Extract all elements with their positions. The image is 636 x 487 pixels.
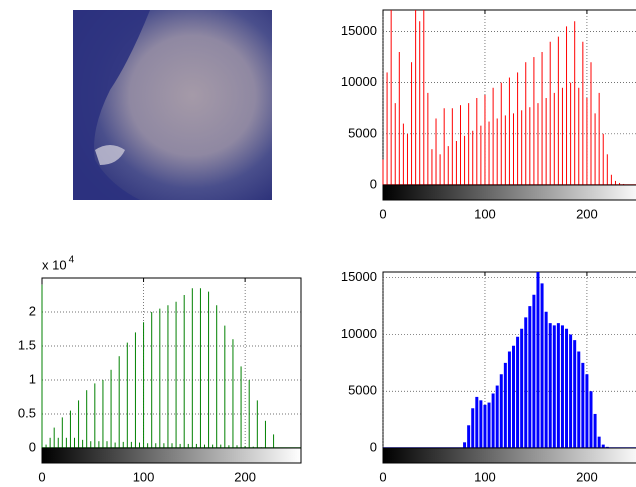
colorbar: [42, 448, 301, 463]
y-tick-label: 15000: [341, 23, 377, 38]
x-tick-label: 200: [234, 469, 256, 484]
x-tick-label: 100: [474, 469, 496, 484]
colorbar: [383, 448, 636, 463]
y-tick-label: 5000: [348, 125, 377, 140]
histogram-panel: 0 5000 10000 15000 0 100 200: [341, 10, 636, 221]
x-tick-label: 200: [576, 469, 598, 484]
y-tick-label: 0: [29, 439, 36, 454]
x-tick-label: 0: [379, 206, 386, 221]
x-tick-label: 0: [38, 469, 45, 484]
histogram-panel: 0 5000 10000 15000 0 100 200: [341, 269, 636, 484]
satellite-image: [73, 10, 272, 200]
figure: 050001000015000010020000.511.520100200x …: [0, 0, 636, 487]
y-tick-label: 0.5: [18, 405, 36, 420]
y-exponent: 4: [69, 255, 75, 266]
colorbar: [383, 185, 636, 200]
y-tick-label: 1.5: [18, 337, 36, 352]
y-tick-label: 5000: [348, 383, 377, 398]
x-tick-label: 0: [379, 469, 386, 484]
x-tick-label: 100: [474, 206, 496, 221]
y-exponent-label: x 10: [42, 257, 67, 272]
y-tick-label: 1: [29, 371, 36, 386]
plot-area: [42, 278, 301, 448]
y-tick-label: 10000: [341, 326, 377, 341]
y-tick-label: 0: [370, 439, 377, 454]
y-tick-label: 10000: [341, 74, 377, 89]
y-tick-label: 2: [29, 303, 36, 318]
y-tick-label: 0: [370, 176, 377, 191]
x-tick-label: 200: [576, 206, 598, 221]
x-tick-label: 100: [133, 469, 155, 484]
y-tick-label: 15000: [341, 269, 377, 284]
